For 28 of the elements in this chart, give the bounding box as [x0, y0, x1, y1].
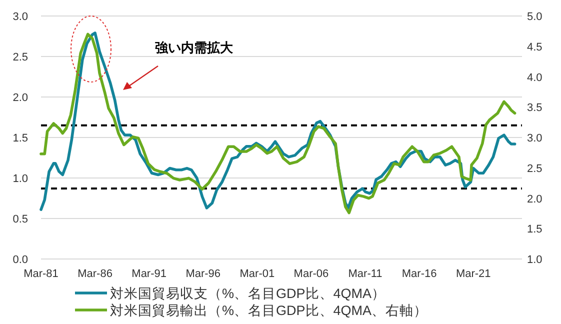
- y2-tick-label: 5.0: [527, 11, 542, 23]
- x-tick-label: Mar-16: [402, 268, 437, 280]
- y-tick-label: 0.5: [12, 214, 28, 226]
- x-tick-label: Mar-21: [456, 268, 491, 280]
- y2-tick-label: 1.5: [527, 224, 542, 236]
- x-tick-label: Mar-86: [78, 268, 112, 280]
- annotation: 強い内需拡大: [155, 40, 234, 55]
- y2-tick-label: 3.0: [527, 132, 542, 144]
- y2-tick-label: 1.0: [527, 254, 542, 266]
- y2-tick-label: 4.0: [527, 72, 542, 84]
- y2-tick-label: 2.5: [527, 162, 542, 175]
- y2-tick-label: 4.5: [527, 41, 542, 54]
- legend-label: 対米国貿易収支（%、名目GDP比、4QMA）: [110, 286, 386, 301]
- x-tick-label: Mar-81: [24, 268, 58, 280]
- x-tick-label: Mar-06: [294, 268, 329, 280]
- y-tick-label: 0.0: [12, 254, 28, 266]
- y2-tick-label: 2.0: [527, 193, 542, 206]
- y-tick-label: 3.0: [12, 11, 28, 23]
- y2-tick-label: 3.5: [527, 102, 542, 114]
- y-tick-label: 2.0: [12, 92, 28, 104]
- legend-label: 対米国貿易輸出（%、名目GDP比、4QMA、右軸）: [110, 303, 428, 318]
- y-tick-label: 1.5: [12, 132, 28, 144]
- x-tick-label: Mar-91: [132, 268, 167, 280]
- y-tick-label: 2.5: [12, 52, 28, 64]
- y-tick-label: 1.0: [12, 173, 28, 185]
- x-tick-label: Mar-96: [186, 268, 221, 280]
- x-tick-label: Mar-11: [348, 268, 382, 280]
- x-tick-label: Mar-01: [240, 268, 275, 280]
